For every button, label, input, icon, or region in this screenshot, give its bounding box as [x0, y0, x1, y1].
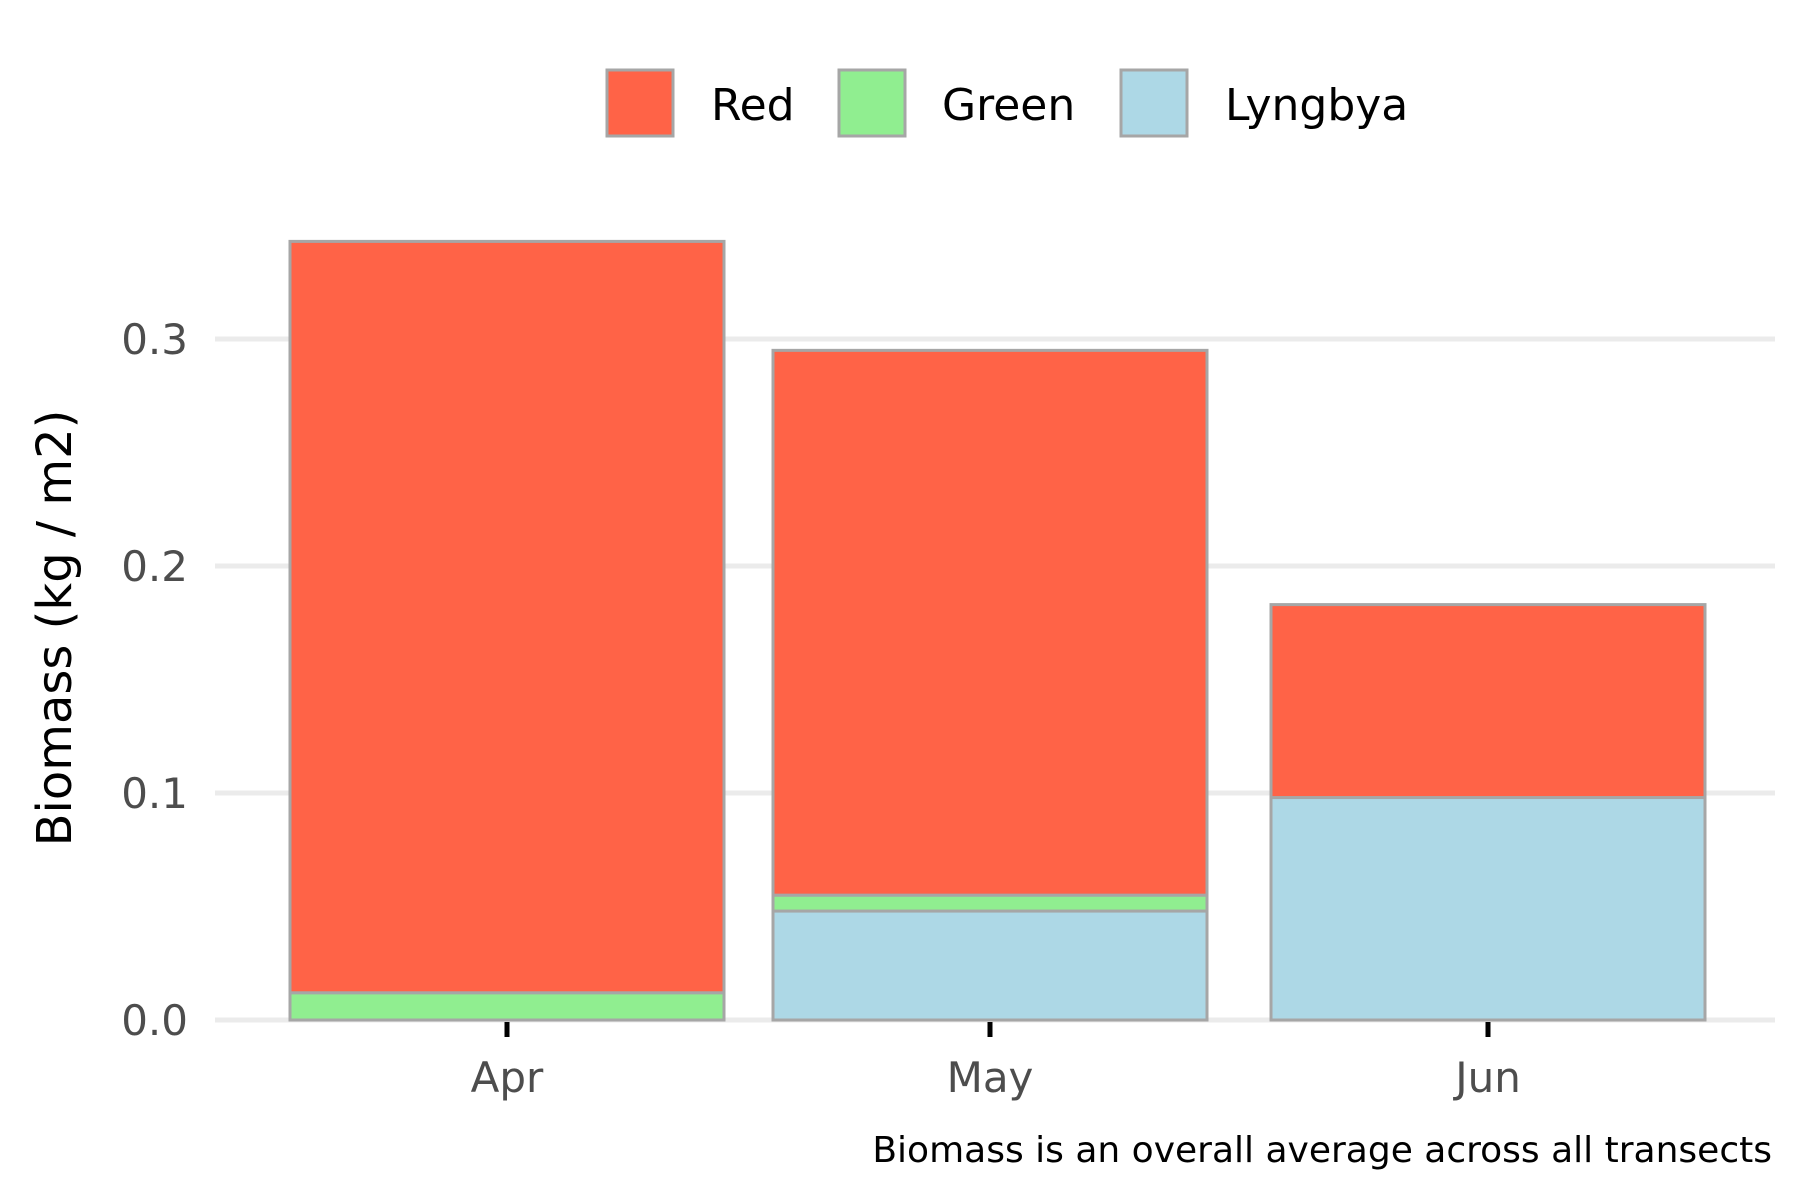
y-tick-label: 0.0 — [121, 996, 188, 1045]
y-tick-label: 0.2 — [121, 542, 188, 591]
legend-swatch-lyngbya — [1119, 68, 1189, 138]
legend-swatch-green — [837, 68, 907, 138]
legend: Red Green Lyngbya — [605, 68, 1408, 138]
chart-caption: Biomass is an overall average across all… — [872, 1130, 1772, 1171]
bar-segment-lyngbya-may — [771, 909, 1209, 1022]
bar-segment-red-apr — [288, 239, 726, 995]
legend-label-green: Green — [942, 80, 1075, 131]
bar-segment-red-may — [771, 348, 1209, 897]
x-tick-label: May — [947, 1053, 1034, 1102]
axis-ticks: Apr May Jun — [471, 1022, 1521, 1102]
bars — [288, 239, 1707, 1022]
y-axis-title: Biomass (kg / m2) — [27, 410, 83, 847]
bar-segment-lyngbya-jun — [1269, 796, 1707, 1022]
legend-label-red: Red — [711, 80, 795, 131]
bar-segment-green-may — [771, 893, 1209, 913]
bar-segment-red-jun — [1269, 603, 1707, 800]
y-tick-label: 0.3 — [121, 315, 188, 364]
bar-segment-green-apr — [288, 991, 726, 1022]
legend-label-lyngbya: Lyngbya — [1225, 80, 1408, 131]
x-tick-label: Jun — [1452, 1053, 1521, 1102]
x-tick-label: Apr — [471, 1053, 544, 1102]
y-tick-label: 0.1 — [121, 769, 188, 818]
legend-swatch-red — [605, 68, 675, 138]
